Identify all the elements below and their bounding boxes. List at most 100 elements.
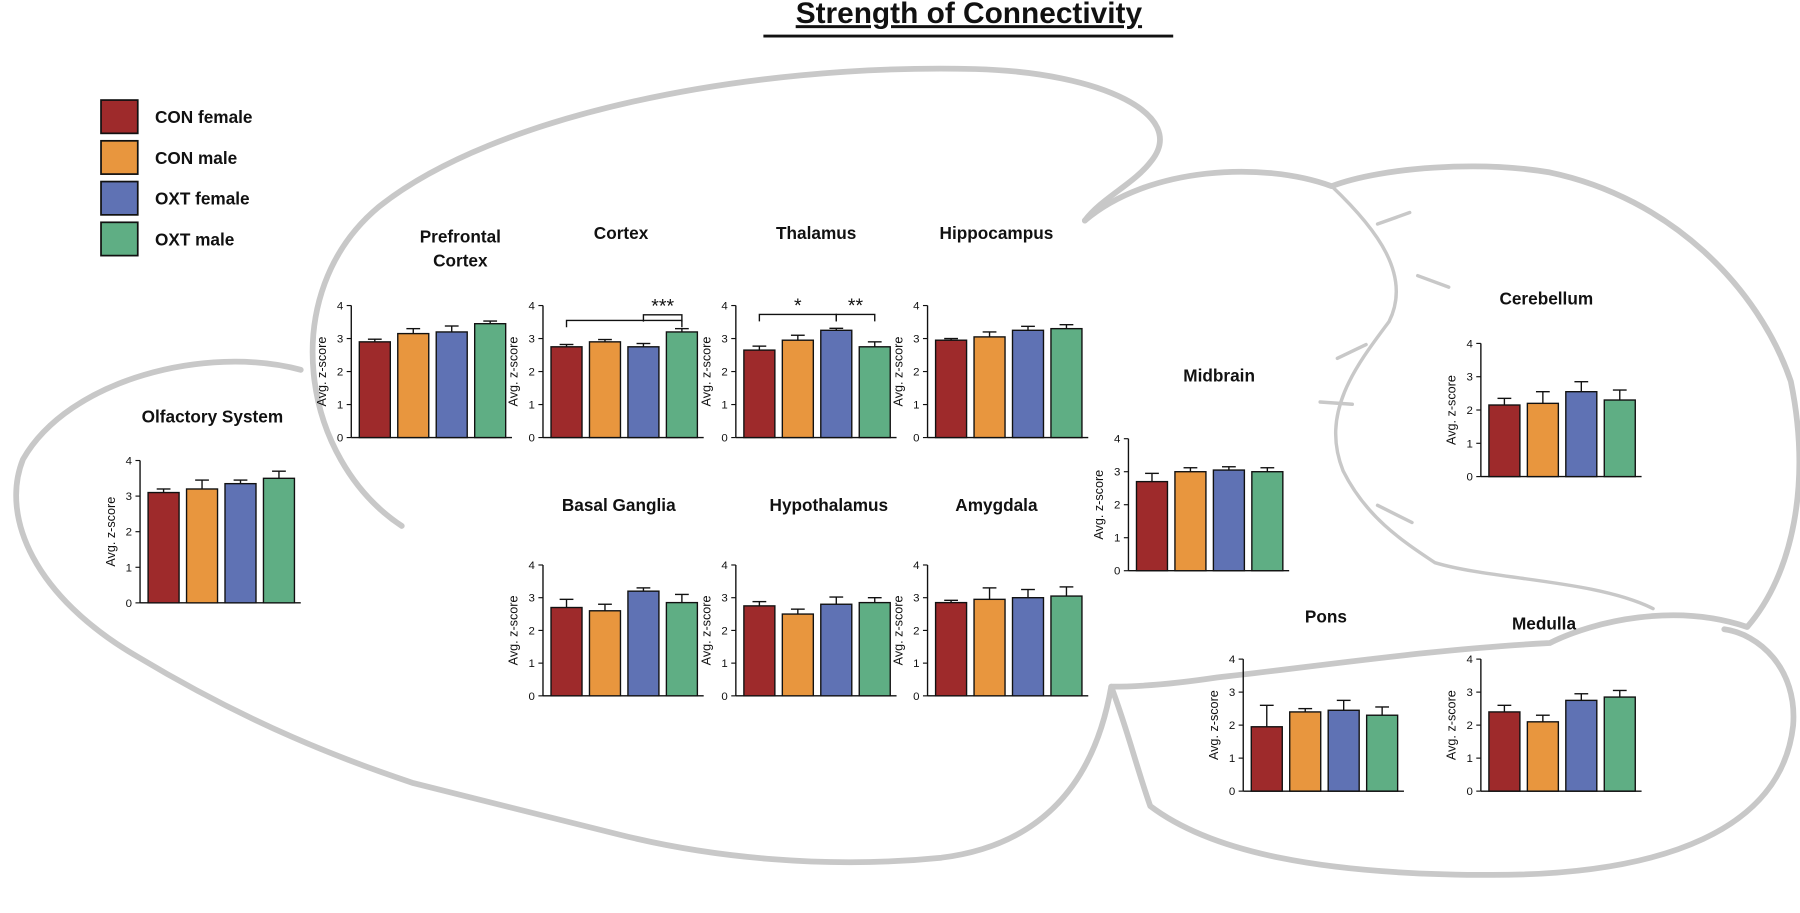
y-tick-label: 3 [1466,687,1472,699]
chart-panel: Prefrontal Cortex 0 1 2 3 4 Avg. z-score [315,226,512,445]
bar [1603,696,1636,792]
y-tick-label: 4 [913,560,920,572]
y-tick-label: 4 [913,301,920,313]
error-bar [829,596,844,605]
bar [1212,469,1246,572]
chart-panel: Hypothalamus 0 1 2 3 4 Avg. z-score [700,495,897,703]
error-bar [1183,467,1198,472]
error-bar [1375,706,1390,716]
y-tick-label: 1 [126,562,132,574]
error-bar [1336,699,1351,711]
chart-title: Cortex [594,223,649,243]
error-bar [272,470,286,479]
y-tick-label: 2 [529,625,535,637]
y-axis-label: Avg. z-score [507,595,521,665]
y-tick-label: 1 [529,658,535,670]
bar [1050,327,1083,439]
legend-swatch [100,180,139,216]
error-bar [1574,693,1589,701]
bar [1050,595,1083,697]
error-bar [1497,704,1512,712]
y-tick-label: 0 [337,433,343,445]
bar [435,331,468,439]
bar [473,323,507,439]
bar [397,332,430,439]
chart-title: Olfactory System [142,407,284,427]
chart-title: Hippocampus [940,223,1054,243]
y-tick-label: 2 [337,367,343,379]
bar [1526,721,1560,792]
y-axis-label: Avg. z-score [700,337,714,407]
y-tick-label: 3 [721,334,727,346]
y-axis-label: Avg. z-score [507,337,521,407]
error-bar [559,598,574,608]
y-tick-label: 0 [1466,786,1472,798]
chart-title: Basal Ganglia [562,495,676,515]
bar [1250,726,1283,792]
chart-title: Medulla [1512,613,1576,633]
bar [820,603,853,697]
y-tick-label: 1 [721,658,727,670]
bar [627,590,660,697]
y-tick-label: 2 [913,625,919,637]
y-tick-label: 3 [913,593,919,605]
figure-title: Strength of Connectivity [796,0,1143,30]
chart-panel: Olfactory System 0 1 2 3 4 Avg. z-score [104,407,301,610]
legend-swatch [100,139,139,175]
bar [973,336,1006,439]
y-tick-label: 0 [721,691,727,703]
y-axis-label: Avg. z-score [891,337,905,407]
significance-bracket [642,314,683,322]
error-bar [483,320,498,324]
error-bar [790,608,805,615]
bar [1327,709,1360,792]
y-tick-label: 0 [913,691,919,703]
chart-panel: Amygdala 0 1 2 3 4 Avg. z-score [891,495,1089,703]
bar [1603,399,1636,478]
significance-label: *** [651,295,674,317]
error-bar [1259,704,1274,727]
significance-bracket [565,319,683,328]
y-tick-label: 4 [126,456,133,468]
y-axis-label: Avg. z-score [891,595,905,665]
y-tick-label: 1 [1466,438,1472,450]
y-tick-label: 4 [529,301,536,313]
error-bar [829,327,844,331]
bar [627,346,660,439]
bar [1365,714,1399,792]
y-axis-label: Avg. z-score [104,497,118,567]
error-bar [1535,391,1550,404]
y-tick-label: 1 [913,658,919,670]
y-tick-label: 1 [1114,533,1120,545]
error-bar [675,593,689,603]
bar [1488,404,1521,478]
y-tick-label: 0 [1229,786,1235,798]
bar [934,339,968,439]
error-bar [598,603,612,611]
bar [781,339,815,439]
bar [550,346,583,439]
error-bar [1612,689,1627,698]
y-axis-label: Avg. z-score [1092,470,1106,540]
error-bar [406,327,421,334]
error-bar [1021,588,1035,598]
y-tick-label: 1 [913,400,919,412]
bar [224,482,257,604]
error-bar [1145,472,1159,482]
legend-label: CON female [155,107,253,127]
y-tick-label: 1 [1229,753,1235,765]
bar [550,606,583,697]
error-bar [1059,586,1074,597]
legend-label: OXT male [155,229,234,249]
y-axis-label: Avg. z-score [700,595,714,665]
bar [262,477,296,604]
y-tick-label: 3 [1229,687,1235,699]
y-tick-label: 0 [126,598,132,610]
error-bar [1497,397,1512,406]
error-bar [444,325,459,332]
chart-title: Cerebellum [1499,288,1593,308]
error-bar [752,600,767,606]
